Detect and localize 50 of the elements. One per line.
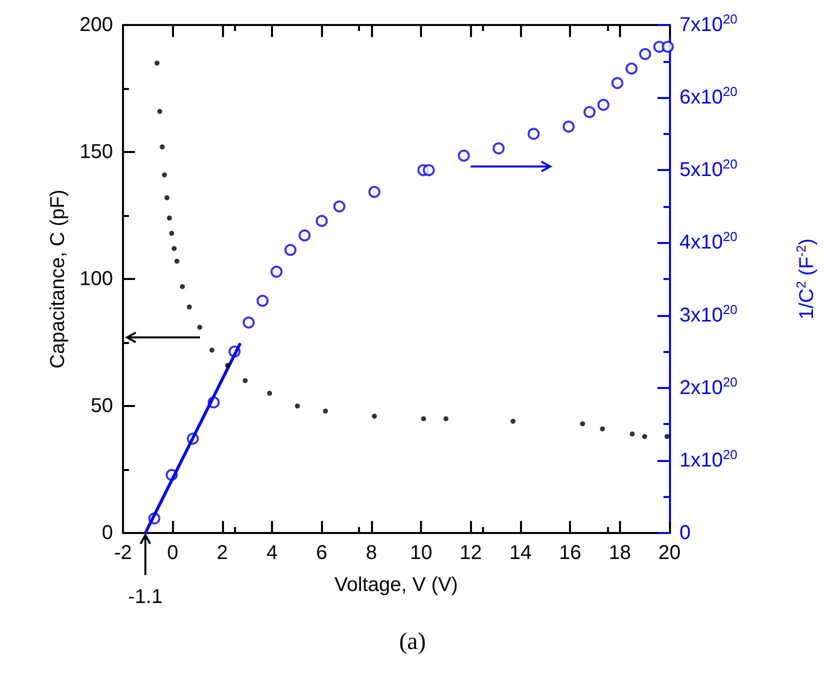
x-tick-label: 14 [509,542,532,564]
point [242,378,248,384]
y2-tick-label: 0 [680,522,691,544]
point [294,404,300,408]
x-tick-label: 20 [658,542,681,564]
text: (a) [399,629,426,655]
x-tick-label: 0 [167,542,178,564]
point [157,108,162,114]
x-tick-label: 4 [266,542,278,564]
point [225,362,230,368]
point [154,60,160,66]
x-tick-label: 18 [608,542,631,564]
point [443,416,448,422]
y-tick-label: 200 [80,14,113,36]
point [580,421,586,426]
y-tick-label: 150 [80,141,113,163]
point [160,144,165,150]
point [267,390,272,396]
point [421,416,426,422]
point [186,304,192,310]
y2-axis-title: 1/C2 (F-2) [794,238,818,320]
point [209,348,214,353]
point [510,418,516,424]
y-tick-label: 0 [102,522,113,544]
point [166,216,172,221]
x-tick-label: 2 [216,542,228,564]
x-tick-label: 16 [559,542,582,564]
point [630,431,635,436]
y-axis-title: Capacitance, C (pF) [47,190,69,368]
point [664,434,670,439]
x-tick-label: 10 [410,542,432,564]
point [180,284,185,290]
x-tick-label: 12 [460,542,482,564]
x-tick-label: -2 [114,542,132,564]
x-axis-title: Voltage, V (V) [334,574,458,596]
point [174,258,180,264]
point [372,414,377,419]
point [162,172,167,178]
point [600,426,605,432]
point [172,246,177,252]
x-tick-label: 8 [366,542,377,564]
point [169,230,174,236]
point [322,408,328,414]
y-tick-label: 100 [80,268,113,290]
point [642,434,648,439]
point [164,195,170,200]
annotation: -1.1 [128,586,163,608]
x-tick-label: 6 [316,542,328,564]
point [197,324,202,330]
y-tick-label: 50 [90,395,113,417]
